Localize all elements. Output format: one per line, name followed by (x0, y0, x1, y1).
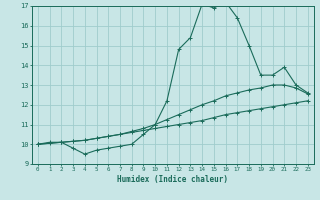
X-axis label: Humidex (Indice chaleur): Humidex (Indice chaleur) (117, 175, 228, 184)
